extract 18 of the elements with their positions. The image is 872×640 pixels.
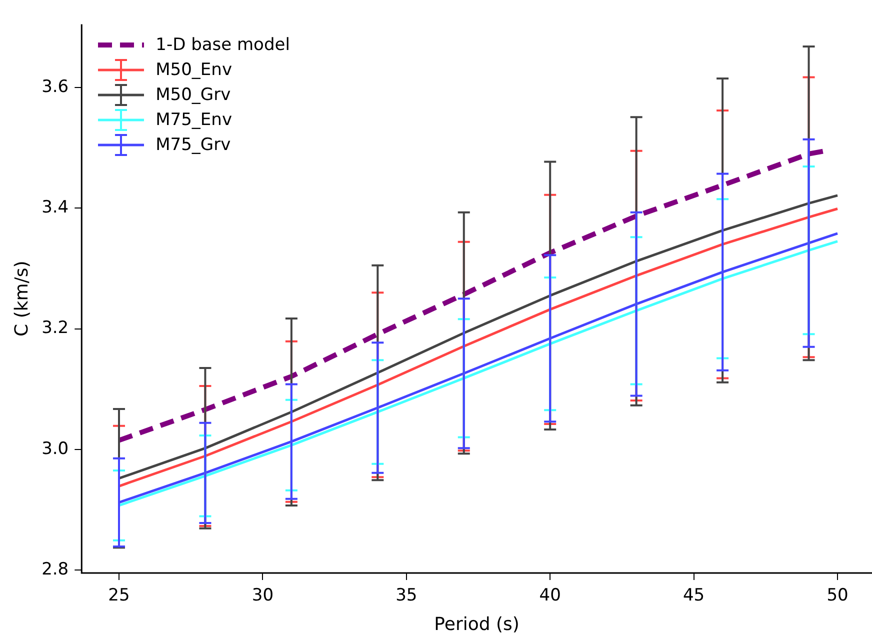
x-tick-label: 30 [252,586,274,606]
legend-label: M50_Grv [156,84,231,105]
y-axis-title: C (km/s) [11,260,32,336]
y-tick-label: 3.6 [42,76,69,97]
y-tick-label: 3.2 [42,318,69,338]
x-tick-label: 25 [108,586,130,606]
x-tick-label: 40 [539,586,561,606]
legend-label: 1-D base model [156,34,290,55]
x-tick-label: 35 [396,586,418,606]
y-tick-label: 2.8 [42,559,69,580]
legend-label: M75_Env [156,110,232,130]
y-tick-label: 3.0 [42,438,69,459]
x-axis-title: Period (s) [434,614,520,635]
x-tick-label: 50 [826,586,848,606]
legend-label: M75_Grv [156,134,231,155]
legend-label: M50_Env [156,60,232,80]
y-tick-label: 3.4 [42,198,69,218]
x-tick-label: 45 [682,586,705,606]
